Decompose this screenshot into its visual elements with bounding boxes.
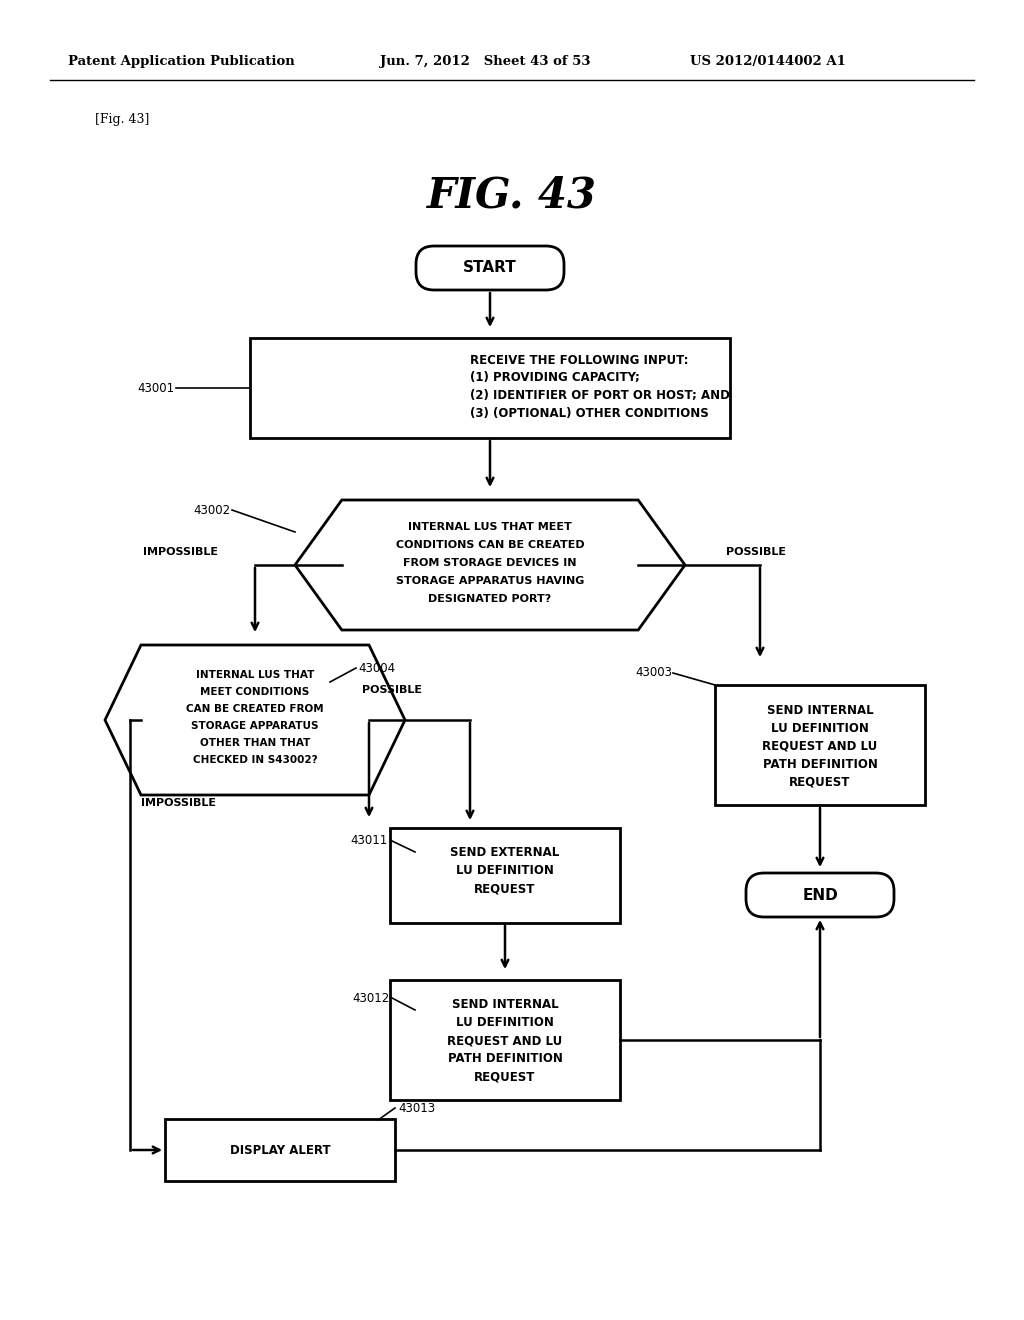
Text: [Fig. 43]: [Fig. 43] <box>95 114 150 127</box>
Text: PATH DEFINITION: PATH DEFINITION <box>763 758 878 771</box>
Text: FIG. 43: FIG. 43 <box>427 174 597 216</box>
Text: DESIGNATED PORT?: DESIGNATED PORT? <box>428 594 552 605</box>
FancyBboxPatch shape <box>416 246 564 290</box>
Text: SEND INTERNAL: SEND INTERNAL <box>452 998 558 1011</box>
FancyBboxPatch shape <box>746 873 894 917</box>
Text: POSSIBLE: POSSIBLE <box>726 546 786 557</box>
Text: 43012: 43012 <box>352 991 390 1005</box>
Text: REQUEST AND LU: REQUEST AND LU <box>763 739 878 752</box>
Text: FROM STORAGE DEVICES IN: FROM STORAGE DEVICES IN <box>403 558 577 568</box>
Text: 43002: 43002 <box>193 503 230 516</box>
Text: STORAGE APPARATUS HAVING: STORAGE APPARATUS HAVING <box>396 576 584 586</box>
Text: INTERNAL LUS THAT MEET: INTERNAL LUS THAT MEET <box>409 521 571 532</box>
Text: Patent Application Publication: Patent Application Publication <box>68 55 295 69</box>
Text: 43001: 43001 <box>138 381 175 395</box>
Text: CONDITIONS CAN BE CREATED: CONDITIONS CAN BE CREATED <box>395 540 585 550</box>
Text: SEND EXTERNAL: SEND EXTERNAL <box>451 846 560 859</box>
Text: US 2012/0144002 A1: US 2012/0144002 A1 <box>690 55 846 69</box>
Bar <box>165 1119 395 1181</box>
Text: REQUEST: REQUEST <box>790 776 851 788</box>
Text: PATH DEFINITION: PATH DEFINITION <box>447 1052 562 1065</box>
Polygon shape <box>105 645 406 795</box>
Text: START: START <box>463 260 517 276</box>
Text: 43003: 43003 <box>635 667 672 680</box>
Text: LU DEFINITION: LU DEFINITION <box>456 1016 554 1030</box>
Text: SEND INTERNAL: SEND INTERNAL <box>767 704 873 717</box>
Bar <box>390 828 620 923</box>
Text: RECEIVE THE FOLLOWING INPUT:: RECEIVE THE FOLLOWING INPUT: <box>470 354 688 367</box>
Text: REQUEST AND LU: REQUEST AND LU <box>447 1035 562 1048</box>
Text: OTHER THAN THAT: OTHER THAN THAT <box>200 738 310 748</box>
Bar <box>390 979 620 1100</box>
Text: POSSIBLE: POSSIBLE <box>362 685 422 696</box>
Text: IMPOSSIBLE: IMPOSSIBLE <box>140 799 215 808</box>
Text: 43011: 43011 <box>351 833 388 846</box>
Text: 43013: 43013 <box>398 1101 435 1114</box>
Text: (2) IDENTIFIER OF PORT OR HOST; AND: (2) IDENTIFIER OF PORT OR HOST; AND <box>470 389 730 403</box>
Text: REQUEST: REQUEST <box>474 1071 536 1084</box>
Text: LU DEFINITION: LU DEFINITION <box>456 865 554 878</box>
Text: INTERNAL LUS THAT: INTERNAL LUS THAT <box>196 671 314 680</box>
Text: (3) (OPTIONAL) OTHER CONDITIONS: (3) (OPTIONAL) OTHER CONDITIONS <box>470 408 709 421</box>
Text: 43004: 43004 <box>358 661 395 675</box>
Text: MEET CONDITIONS: MEET CONDITIONS <box>201 686 309 697</box>
Text: IMPOSSIBLE: IMPOSSIBLE <box>142 546 217 557</box>
Bar <box>715 685 925 805</box>
Text: DISPLAY ALERT: DISPLAY ALERT <box>229 1143 331 1156</box>
Text: STORAGE APPARATUS: STORAGE APPARATUS <box>191 721 318 731</box>
Text: Jun. 7, 2012   Sheet 43 of 53: Jun. 7, 2012 Sheet 43 of 53 <box>380 55 591 69</box>
Text: (1) PROVIDING CAPACITY;: (1) PROVIDING CAPACITY; <box>470 371 640 384</box>
Text: LU DEFINITION: LU DEFINITION <box>771 722 869 734</box>
Text: CHECKED IN S43002?: CHECKED IN S43002? <box>193 755 317 766</box>
Polygon shape <box>295 500 685 630</box>
Text: END: END <box>802 887 838 903</box>
Text: REQUEST: REQUEST <box>474 883 536 895</box>
Bar <box>250 338 730 438</box>
Text: CAN BE CREATED FROM: CAN BE CREATED FROM <box>186 704 324 714</box>
